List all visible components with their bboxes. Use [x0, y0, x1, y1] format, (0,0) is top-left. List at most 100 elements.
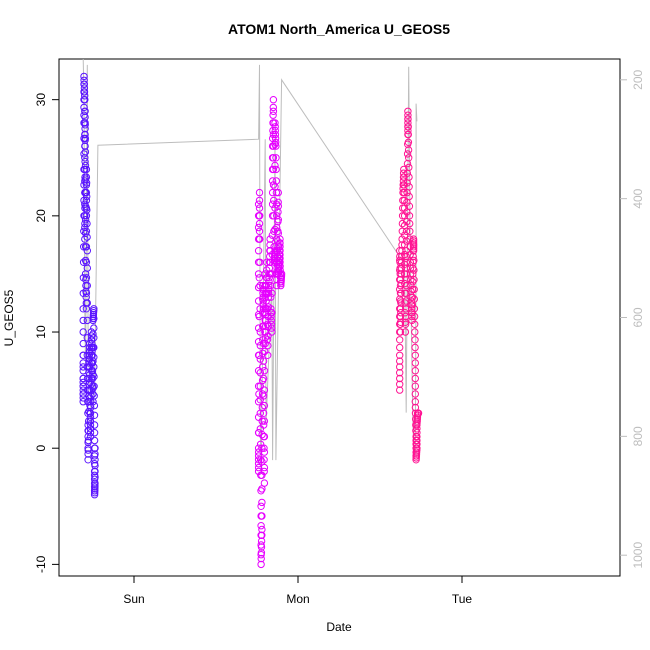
data-point — [80, 227, 88, 236]
data-point — [398, 212, 407, 220]
data-point — [83, 299, 92, 307]
data-point — [264, 341, 272, 350]
data-point — [90, 314, 98, 323]
data-point — [84, 446, 92, 454]
data-point — [90, 353, 98, 361]
data-point — [80, 84, 89, 92]
data-point — [90, 382, 98, 390]
data-point — [268, 289, 276, 297]
data-point — [409, 237, 418, 245]
data-point — [81, 219, 89, 228]
data-point — [408, 312, 416, 321]
data-point — [257, 537, 266, 545]
data-point — [262, 281, 271, 290]
data-point — [81, 223, 89, 232]
data-point — [398, 219, 407, 228]
data-point — [81, 148, 90, 156]
data-point — [277, 272, 286, 280]
data-point — [272, 177, 280, 185]
data-point — [91, 481, 99, 489]
scatter-points — [79, 72, 423, 569]
data-point — [399, 177, 408, 185]
data-point — [258, 485, 266, 493]
x-tick-label: Tue — [452, 592, 473, 606]
chart-title: ATOM1 North_America U_GEOS5 — [228, 21, 450, 37]
data-point — [258, 390, 267, 398]
data-point — [79, 305, 87, 313]
data-point — [402, 258, 410, 266]
data-point — [266, 241, 274, 249]
data-point — [254, 223, 263, 232]
data-point — [405, 192, 413, 201]
data-point — [81, 107, 89, 116]
data-point — [82, 165, 91, 174]
data-point — [256, 235, 264, 243]
data-point — [79, 339, 87, 348]
data-point — [83, 351, 92, 359]
data-point — [264, 289, 273, 297]
data-point — [396, 374, 404, 383]
data-point — [88, 374, 97, 383]
data-point — [254, 444, 263, 452]
data-point — [267, 316, 276, 325]
data-point — [397, 309, 405, 317]
data-point — [83, 233, 91, 241]
data-point — [404, 126, 412, 135]
data-point — [404, 111, 412, 119]
data-point — [407, 305, 416, 313]
data-point — [276, 247, 284, 255]
x-axis: Sun Mon Tue — [123, 576, 472, 606]
data-point — [405, 173, 413, 181]
data-point — [255, 196, 264, 205]
data-point — [404, 107, 412, 116]
data-point — [269, 130, 278, 139]
data-point — [254, 367, 263, 375]
data-point — [413, 440, 421, 448]
data-point — [86, 421, 95, 429]
data-point — [269, 107, 278, 116]
data-point — [86, 425, 95, 433]
data-point — [82, 274, 91, 282]
data-point — [81, 235, 89, 243]
data-point — [271, 130, 280, 139]
data-point — [409, 235, 418, 243]
data-point — [411, 343, 419, 352]
data-point — [406, 227, 414, 236]
data-point — [274, 198, 282, 207]
data-point — [411, 382, 419, 390]
data-point — [254, 448, 263, 456]
data-point — [81, 130, 89, 139]
data-point — [413, 432, 421, 441]
data-point — [82, 258, 91, 266]
y-tick-label: 30 — [34, 93, 48, 107]
data-point — [274, 188, 282, 197]
pressure-line — [82, 58, 418, 473]
data-point — [255, 219, 264, 228]
right-tick-label: 1000 — [631, 542, 645, 569]
secondary-y-axis: 200 400 600 800 1000 — [620, 69, 645, 569]
data-point — [86, 409, 94, 417]
data-point — [411, 398, 419, 406]
data-point — [265, 278, 273, 286]
data-point — [274, 202, 282, 210]
data-point — [256, 369, 264, 377]
data-point — [80, 80, 89, 88]
data-point — [413, 436, 421, 445]
data-point — [79, 359, 87, 367]
data-point — [411, 320, 419, 328]
data-point — [79, 316, 87, 325]
data-point — [259, 289, 267, 297]
data-point — [260, 444, 268, 452]
data-point — [401, 320, 410, 328]
data-point — [259, 349, 267, 357]
data-point — [256, 258, 264, 266]
data-point — [402, 252, 410, 261]
data-point — [405, 183, 413, 191]
data-point — [91, 450, 99, 458]
data-point — [255, 274, 263, 282]
data-point — [410, 285, 418, 294]
data-point — [409, 239, 418, 247]
data-point — [260, 467, 268, 476]
data-point — [396, 386, 404, 394]
data-point — [261, 347, 269, 356]
